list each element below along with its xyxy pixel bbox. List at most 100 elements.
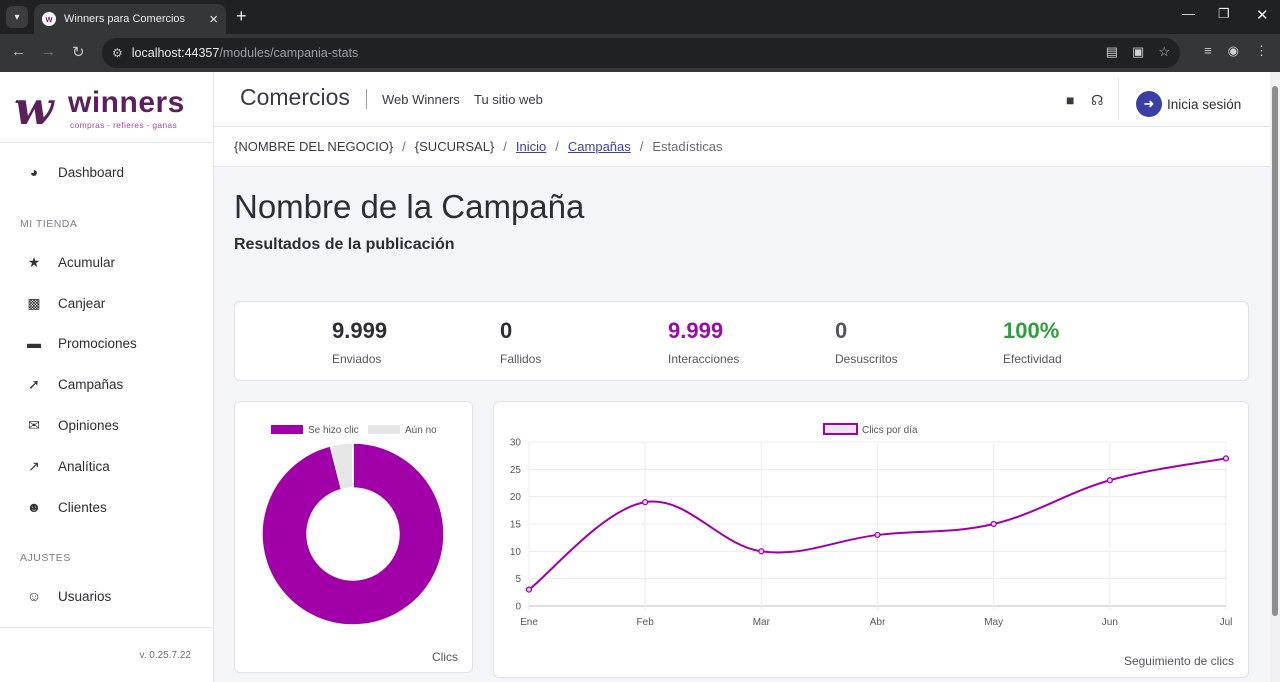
x-tick-label: Mar: [753, 617, 771, 628]
reload-icon[interactable]: ↻: [72, 44, 85, 61]
sidebar-item-label: Promociones: [58, 335, 137, 351]
sidebar-item-canjear[interactable]: ▩ Canjear: [24, 295, 105, 312]
y-tick-label: 5: [515, 574, 521, 585]
legend-label: Clics por día: [862, 425, 918, 436]
crumb-separator: /: [503, 139, 507, 154]
line-footer: Seguimiento de clics: [1123, 654, 1234, 668]
brand-divider: [366, 89, 367, 109]
sidebar-item-label: Canjear: [58, 296, 106, 311]
y-tick-label: 30: [510, 438, 522, 449]
y-tick-label: 25: [510, 465, 522, 476]
gauge-icon: ◕: [29, 164, 39, 180]
book-icon[interactable]: ■: [1066, 92, 1075, 108]
sidebar-item-clientes[interactable]: ☻ Clientes: [24, 499, 107, 515]
sidebar: w winners compras - refieres - ganas ◕ D…: [0, 72, 214, 682]
tab-search-icon[interactable]: ▾: [6, 6, 28, 28]
sidebar-item-label: Usuarios: [58, 588, 112, 604]
headset-icon[interactable]: ☊: [1091, 92, 1104, 108]
y-tick-label: 10: [510, 547, 522, 558]
sidebar-item-usuarios[interactable]: ☺ Usuarios: [24, 588, 111, 604]
sidebar-item-label: Acumular: [58, 255, 116, 270]
stat-label: Enviados: [332, 352, 382, 366]
sidebar-item-label: Dashboard: [58, 164, 125, 180]
data-point: [990, 520, 997, 528]
data-point: [642, 499, 649, 506]
login-label: Inicia sesión: [1167, 96, 1242, 112]
login-button[interactable]: ➜ Inicia sesión: [1136, 91, 1241, 117]
crumb-separator: /: [555, 139, 559, 154]
x-tick-label: Ene: [520, 617, 538, 628]
logo-mark-icon: w: [14, 81, 54, 135]
x-tick-label: Jun: [1102, 617, 1118, 628]
tab-close-icon[interactable]: ×: [209, 10, 218, 28]
sign-in-icon: ➜: [1136, 91, 1162, 117]
stat-value: 100%: [1003, 318, 1060, 343]
comments-icon: ✉: [28, 417, 40, 433]
link-tu-sitio-web[interactable]: Tu sitio web: [474, 92, 543, 107]
x-tick-label: Jul: [1220, 617, 1233, 628]
page-title: Nombre de la Campaña: [234, 188, 585, 225]
page-subtitle: Resultados de la publicación: [234, 236, 455, 253]
legend-label: Se hizo clic: [308, 425, 359, 436]
reading-list-icon[interactable]: ≡: [1204, 43, 1212, 58]
minimize-icon[interactable]: —: [1182, 6, 1195, 21]
y-tick-label: 20: [510, 492, 522, 503]
crumb-home-link[interactable]: Inicio: [515, 139, 547, 154]
section-mi-tienda: MI TIENDA: [20, 218, 78, 230]
page-scrollbar[interactable]: [1270, 72, 1280, 682]
maximize-icon[interactable]: ❐: [1218, 6, 1230, 21]
profile-icon[interactable]: ◉: [1227, 43, 1239, 58]
sidebar-divider: [0, 142, 213, 143]
sidebar-item-acumular[interactable]: ★ Acumular: [24, 254, 115, 271]
sidebar-item-label: Clientes: [58, 499, 107, 515]
sidebar-item-opiniones[interactable]: ✉ Opiniones: [24, 417, 119, 434]
legend-swatch: [823, 423, 858, 435]
tab-title: Winners para Comercios: [64, 13, 186, 25]
link-web-winners[interactable]: Web Winners: [382, 92, 460, 107]
legend-label: Aún no: [405, 425, 437, 436]
stat-value: 0: [500, 318, 513, 343]
install-app-icon[interactable]: ▤: [1105, 44, 1119, 59]
header-divider: [1118, 78, 1119, 120]
url-input[interactable]: ⚙ localhost:44357/modules/campania-stats…: [102, 38, 1180, 68]
data-point: [525, 586, 533, 593]
browser-tab[interactable]: w Winners para Comercios ×: [34, 4, 226, 34]
forward-icon[interactable]: →: [41, 43, 56, 60]
stat-interacciones: 9.999 Interacciones: [668, 318, 739, 366]
satellite-icon: ➚: [28, 376, 40, 392]
brand-title: Comercios: [240, 84, 350, 110]
crumb-branch: {SUCURSAL}: [414, 139, 495, 154]
logo-tagline: compras - refieres - ganas: [70, 120, 178, 130]
crumb-separator: /: [402, 139, 406, 154]
window-close-icon[interactable]: ✕: [1256, 7, 1269, 24]
winners-logo[interactable]: w winners compras - refieres - ganas: [14, 84, 194, 134]
crumb-campaigns-link[interactable]: Campañas: [567, 139, 631, 154]
users-icon: ☺: [26, 588, 42, 604]
address-bar: ← → ↻ ⚙ localhost:44357/modules/campania…: [0, 34, 1280, 72]
stat-label: Fallidos: [500, 352, 542, 366]
people-icon: ☻: [26, 499, 42, 515]
site-info-icon[interactable]: ⚙: [112, 46, 123, 60]
sidebar-item-campanas[interactable]: ➚ Campañas: [24, 376, 123, 393]
section-ajustes: AJUSTES: [20, 552, 71, 564]
sidebar-item-dashboard[interactable]: ◕ Dashboard: [24, 164, 124, 180]
money-icon: ▩: [27, 295, 41, 311]
stat-enviados: 9.999 Enviados: [332, 318, 387, 366]
legend-swatch: [368, 425, 400, 434]
sidebar-item-label: Opiniones: [58, 418, 119, 433]
bookmark-star-icon[interactable]: ☆: [1158, 44, 1170, 59]
stat-desuscritos: 0 Desuscritos: [835, 318, 898, 366]
sidebar-item-promociones[interactable]: ▬ Promociones: [24, 335, 137, 351]
x-tick-label: Feb: [637, 617, 655, 628]
back-icon[interactable]: ←: [11, 43, 26, 60]
stat-value: 9.999: [332, 318, 388, 343]
y-tick-label: 0: [515, 602, 521, 613]
clics-donut-card: Se hizo clic Aún no Clics: [234, 401, 473, 673]
new-tab-icon[interactable]: +: [236, 6, 247, 26]
menu-kebab-icon[interactable]: ⋮: [1255, 43, 1268, 58]
translate-icon[interactable]: ▣: [1132, 44, 1145, 59]
sidebar-item-analitica[interactable]: ↗ Analítica: [24, 458, 110, 475]
crumb-business: {NOMBRE DEL NEGOCIO}: [234, 139, 394, 154]
y-tick-label: 15: [510, 520, 522, 531]
scrollbar-thumb[interactable]: [1272, 86, 1278, 616]
